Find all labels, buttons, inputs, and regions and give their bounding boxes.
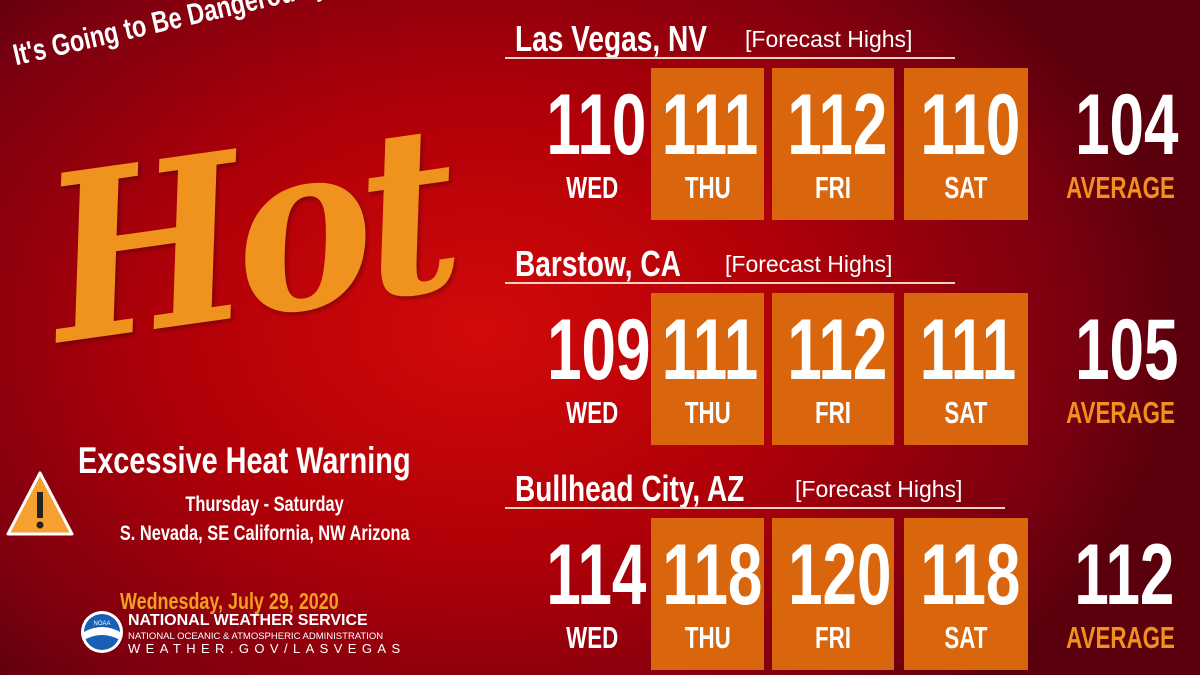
day-label-wed: WED	[565, 620, 619, 655]
high-temp-thu: 111	[661, 302, 758, 398]
high-temp-fri: 112	[787, 302, 888, 398]
high-temp-thu: 118	[661, 527, 762, 623]
high-temp-sat: 111	[919, 302, 1017, 398]
day-box-sat	[904, 68, 1028, 220]
warning-triangle-icon	[6, 471, 74, 536]
high-temp-wed: 109	[547, 302, 651, 398]
forecast-label: [Forecast Highs]	[745, 26, 913, 52]
average-temp: 104	[1075, 77, 1179, 173]
noaa-logo-text: NOAA	[93, 621, 110, 627]
city-name: Barstow, CA	[515, 243, 681, 284]
forecast-label: [Forecast Highs]	[795, 476, 963, 502]
day-label-thu: THU	[684, 395, 731, 430]
day-label-thu: THU	[684, 620, 731, 655]
issue-date: Wednesday, July 29, 2020	[120, 588, 339, 614]
day-label-fri: FRI	[815, 170, 851, 205]
divider	[505, 282, 955, 284]
day-box-thu	[651, 518, 764, 670]
headline-hot: Hot	[30, 73, 467, 397]
divider	[505, 507, 1005, 509]
city-name: Las Vegas, NV	[515, 18, 707, 59]
day-box-fri	[772, 68, 894, 220]
day-box-sat	[904, 293, 1028, 445]
high-temp-thu: 111	[661, 77, 758, 173]
day-box-thu	[651, 293, 764, 445]
average-label: AVERAGE	[1066, 170, 1175, 205]
day-label-wed: WED	[565, 170, 619, 205]
average-label: AVERAGE	[1066, 620, 1175, 655]
day-label-fri: FRI	[815, 395, 851, 430]
nws-agency: NATIONAL OCEANIC & ATMOSPHERIC ADMINISTR…	[128, 631, 384, 642]
forecast-label: [Forecast Highs]	[725, 251, 893, 277]
high-temp-wed: 114	[546, 527, 647, 623]
day-label-sat: SAT	[944, 620, 988, 655]
day-label-wed: WED	[565, 395, 619, 430]
city-name: Bullhead City, AZ	[515, 468, 745, 509]
day-box-fri	[772, 518, 894, 670]
day-label-thu: THU	[684, 170, 731, 205]
average-temp: 112	[1074, 527, 1175, 623]
warning-areas: S. Nevada, SE California, NW Arizona	[120, 522, 410, 545]
high-temp-sat: 110	[920, 77, 1021, 173]
high-temp-sat: 118	[920, 527, 1021, 623]
warning-days: Thursday - Saturday	[185, 493, 345, 516]
nws-url[interactable]: WEATHER.GOV/LASVEGAS	[128, 641, 406, 656]
divider	[505, 57, 955, 59]
tagline: It's Going to Be Dangerously	[10, 0, 330, 73]
high-temp-fri: 120	[788, 527, 892, 623]
average-label: AVERAGE	[1066, 395, 1175, 430]
high-temp-fri: 112	[787, 77, 888, 173]
day-box-fri	[772, 293, 894, 445]
day-label-sat: SAT	[944, 170, 988, 205]
day-label-sat: SAT	[944, 395, 988, 430]
high-temp-wed: 110	[546, 77, 647, 173]
average-temp: 105	[1075, 302, 1179, 398]
noaa-logo-icon: NOAA	[81, 611, 123, 653]
day-label-fri: FRI	[815, 620, 851, 655]
warning-title: Excessive Heat Warning	[78, 440, 411, 481]
day-box-sat	[904, 518, 1028, 670]
day-box-thu	[651, 68, 764, 220]
nws-name: NATIONAL WEATHER SERVICE	[128, 612, 368, 629]
